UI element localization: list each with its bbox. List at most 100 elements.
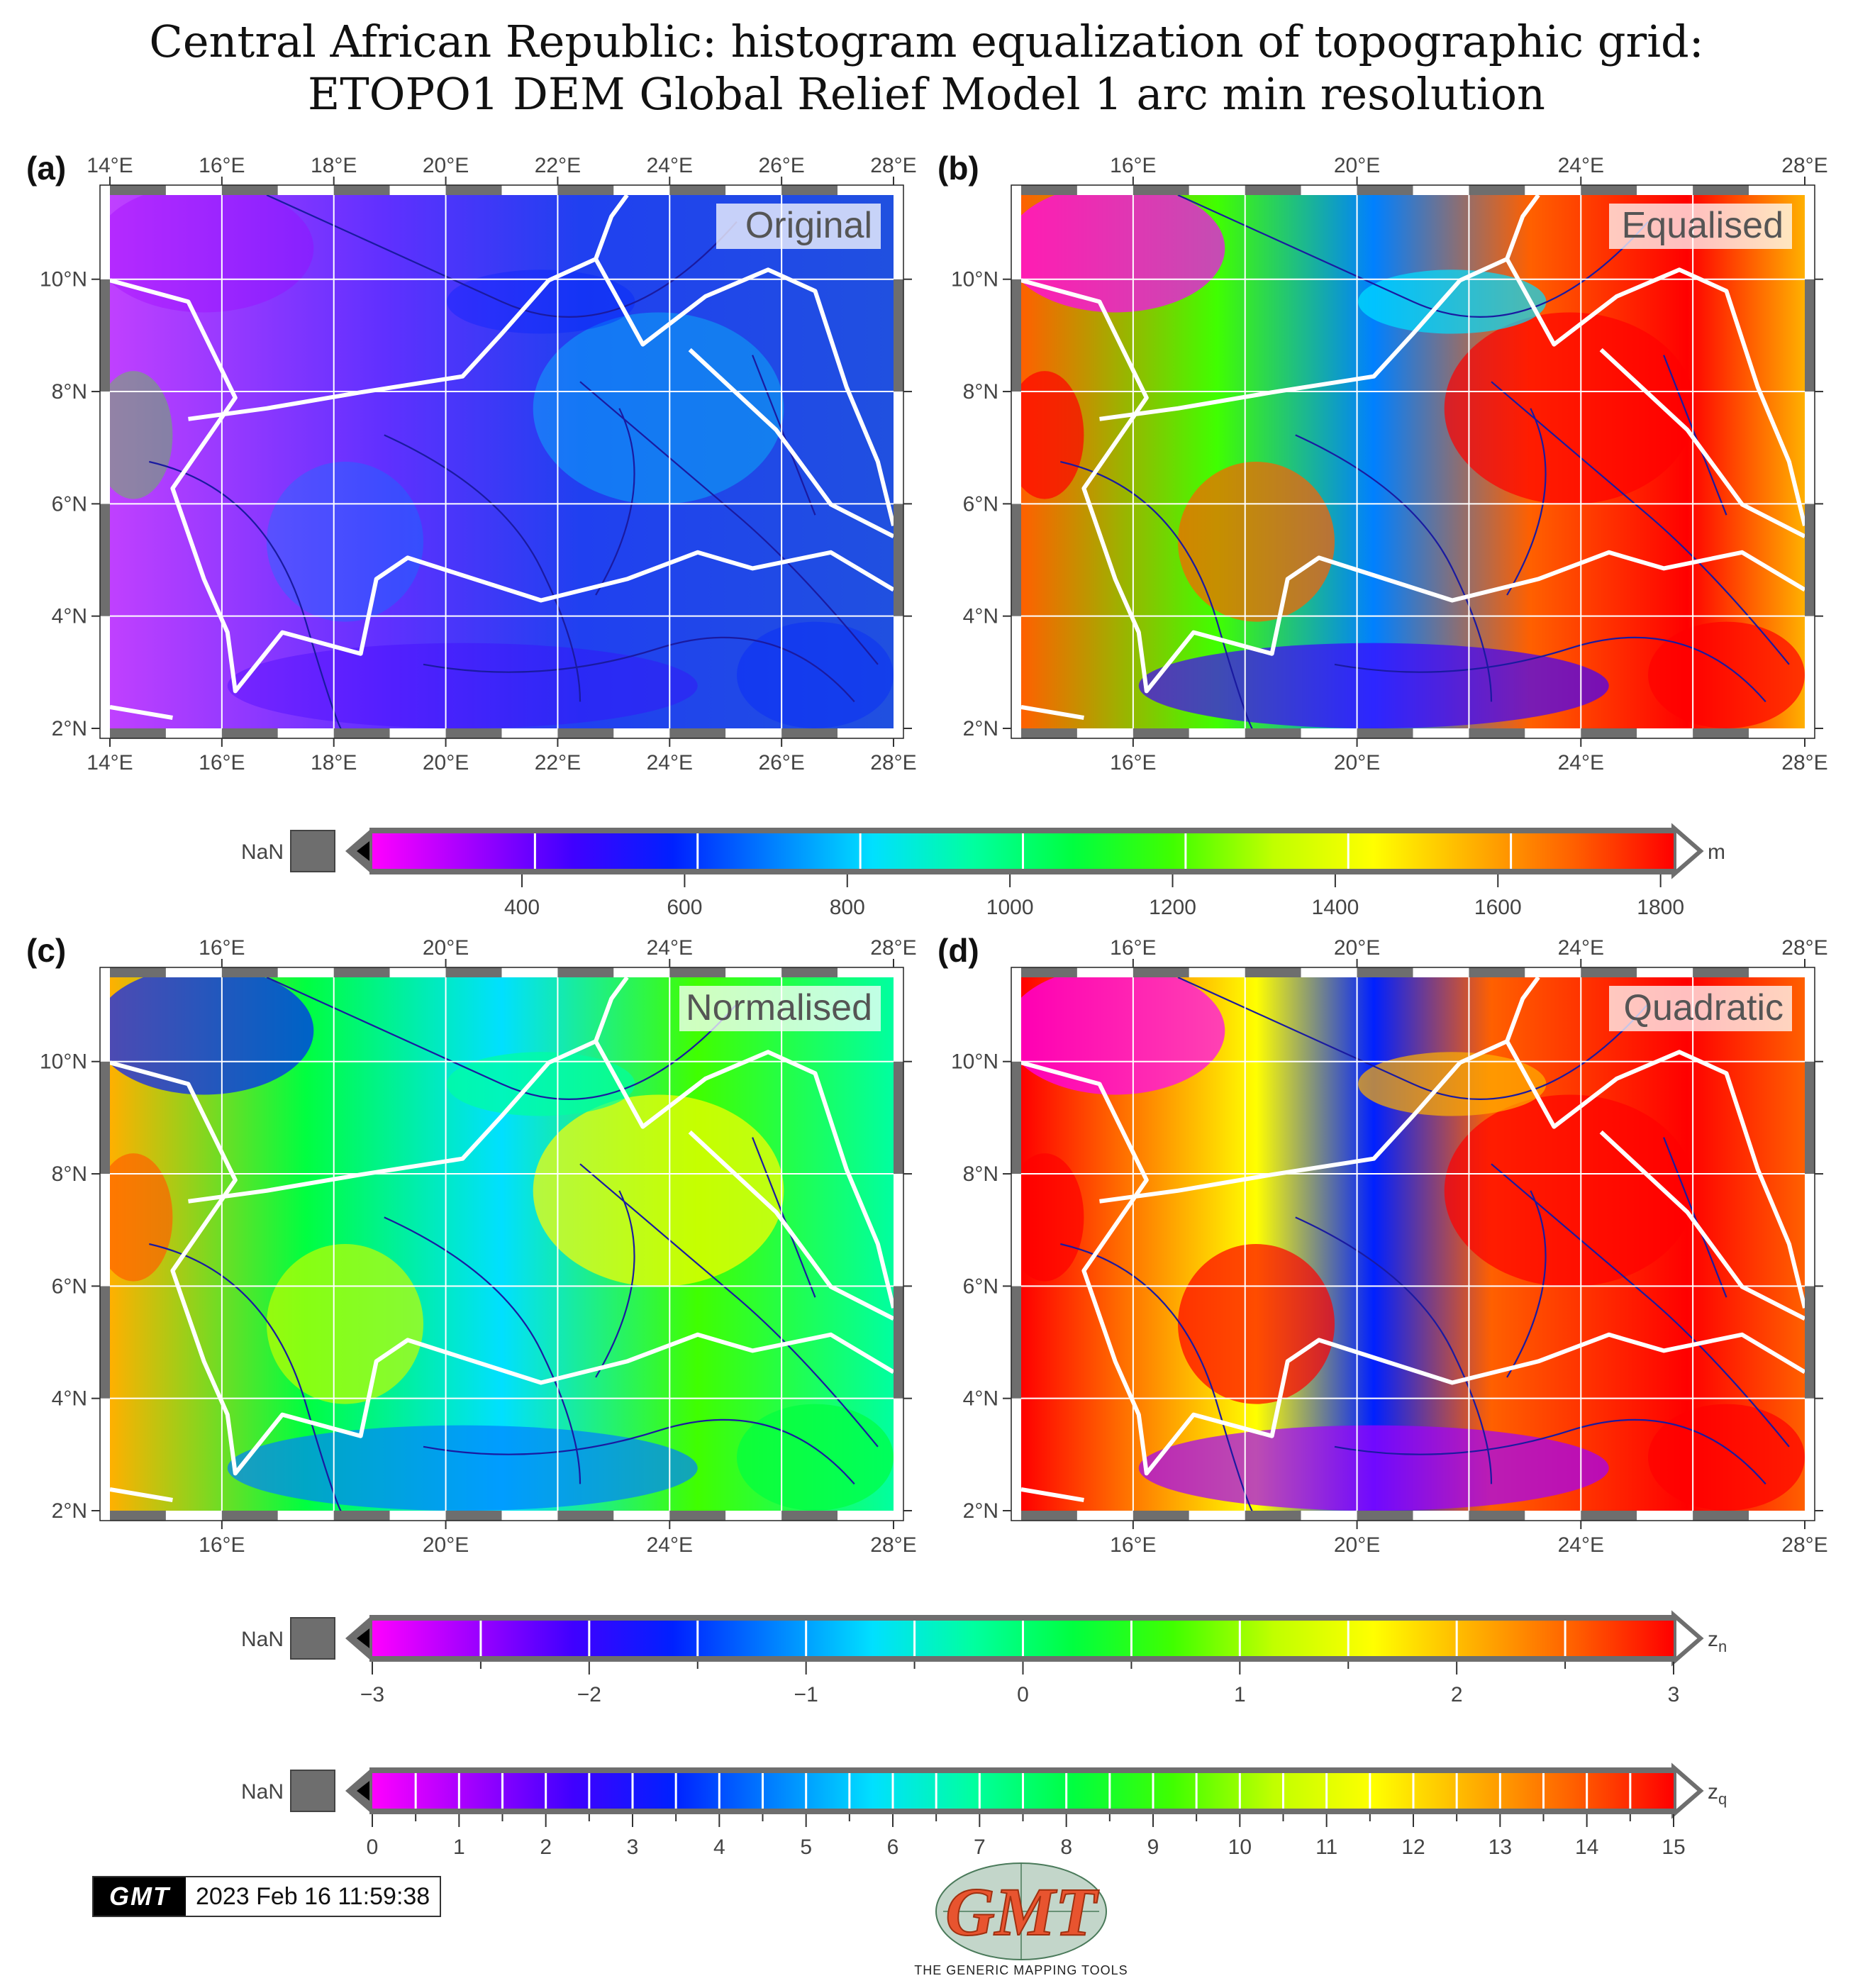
lat-tick-label: 4°N [963, 1387, 998, 1411]
map-frame-segment [894, 977, 903, 1062]
map-frame-segment [100, 1398, 110, 1511]
lat-tick-label: 6°N [52, 492, 87, 516]
panel-name-box [716, 204, 881, 249]
map-frame-segment [221, 967, 278, 977]
map-frame-segment [1357, 967, 1413, 977]
map-frame-segment [1581, 185, 1637, 195]
map-frame-segment [894, 1061, 903, 1175]
map-frame-segment [725, 728, 782, 738]
colorbar-tick-label: −1 [794, 1683, 818, 1706]
lon-tick-label-bottom: 16°E [1110, 1533, 1156, 1557]
map-frame-segment [1133, 728, 1189, 738]
river-line [149, 1243, 346, 1511]
map-frame-segment [1011, 1061, 1021, 1175]
colorbar-high-triangle [1671, 823, 1704, 879]
terrain-region [1358, 270, 1547, 334]
river-line [1663, 1137, 1727, 1298]
svg-text:GMT: GMT [945, 1874, 1099, 1950]
map-frame-segment [557, 967, 614, 977]
colorbar-tick-label: 14 [1575, 1836, 1598, 1858]
colorbar-tick-label: 3 [1668, 1683, 1680, 1706]
river-line [423, 1418, 855, 1485]
map-frame-segment [1357, 1511, 1413, 1521]
map-frame-segment [1245, 185, 1301, 195]
lon-tick-label-bottom: 20°E [1334, 751, 1380, 774]
lon-tick-label-top: 24°E [647, 154, 693, 177]
colorbar-tick-label: 1 [453, 1836, 465, 1858]
map-frame-segment [100, 504, 110, 616]
terrain-region [1358, 1052, 1547, 1116]
map-frame-segment [1581, 728, 1637, 738]
colorbar-unit-label: m [1708, 840, 1725, 864]
colorbar-tick-label: 1400 [1312, 896, 1359, 919]
map-panel-original: 14°E 14°E 16°E 16°E 18°E 18°E 20°E 20°E 22°E 22°E… [26, 150, 917, 774]
colorbar-unit-label: zn [1708, 1628, 1727, 1655]
map-frame-segment [333, 728, 390, 738]
river-line [1491, 381, 1790, 665]
map-frame-segment [1637, 185, 1693, 195]
river-line [149, 460, 346, 728]
lat-tick-label: 2°N [963, 717, 998, 740]
map-frame-segment [725, 967, 782, 977]
lon-tick-label-top: 24°E [1558, 936, 1604, 960]
terrain-region [447, 1052, 635, 1116]
terrain-region [1178, 1244, 1335, 1404]
map-frame-segment [1693, 185, 1749, 195]
map-frame-segment [1011, 392, 1021, 504]
river-line [595, 408, 635, 596]
map-frame-segment [110, 967, 166, 977]
lat-tick-label: 8°N [963, 380, 998, 404]
colorbar-nan-swatch [290, 1617, 335, 1660]
map-frame-segment [1076, 1511, 1133, 1521]
map-frame-segment [389, 967, 446, 977]
colorbar-tick-label: 10 [1228, 1836, 1252, 1858]
map-frame-segment [1805, 504, 1815, 616]
river-line [1663, 355, 1727, 516]
map-frame-segment [1749, 185, 1805, 195]
country-border [110, 977, 894, 1502]
panel-name: Equalised [1622, 205, 1784, 246]
map-frame-segment [501, 967, 558, 977]
map-frame-segment [1805, 195, 1815, 279]
colorbar-tick-label: −3 [360, 1683, 384, 1706]
map-frame-segment [110, 1511, 166, 1521]
map-frame-segment [1301, 728, 1357, 738]
map-frame-segment [110, 185, 166, 195]
terrain-region [1444, 312, 1696, 505]
map-frame-segment [445, 967, 502, 977]
map-frame-segment [1011, 977, 1021, 1062]
gmt-logo: GMT THE GENERIC MAPPING TOOLS [901, 1858, 1142, 1982]
map-frame-segment [445, 1511, 502, 1521]
lat-tick-label: 2°N [52, 1499, 87, 1523]
map-frame-segment [1693, 1511, 1749, 1521]
colorbar-tick-label: 1000 [986, 896, 1034, 919]
terrain-region [447, 270, 635, 334]
map-frame-segment [557, 185, 614, 195]
lon-tick-label-top: 20°E [423, 154, 469, 177]
map-panel-normalised: 16°E 16°E 20°E 20°E 24°E 24°E 28°E 28°E 10°N 8°N 6… [26, 932, 917, 1557]
colorbar-nan-label: NaN [241, 1628, 284, 1651]
map-frame-segment [501, 728, 558, 738]
map-frame-segment [725, 1511, 782, 1521]
map-frame-segment [1189, 967, 1245, 977]
lon-tick-label-bottom: 28°E [870, 1533, 916, 1557]
colorbar-tick-label: 1 [1234, 1683, 1246, 1706]
map-frame-segment [838, 1511, 894, 1521]
map-frame-segment [894, 616, 903, 728]
colorbar-tick-label: 1800 [1637, 896, 1684, 919]
map-frame-segment [1805, 279, 1815, 392]
colorbar-nan-label: NaN [241, 1780, 284, 1804]
terrain-region [1178, 462, 1335, 622]
map-frame-segment [1076, 728, 1133, 738]
river-line [1506, 1190, 1547, 1378]
map-frame-segment [1805, 392, 1815, 504]
river-line [1506, 408, 1547, 596]
colorbar-tick-label: 8 [1060, 1836, 1072, 1858]
map-frame-segment [1021, 728, 1077, 738]
lon-tick-label-bottom: 24°E [1558, 751, 1604, 774]
terrain-region [533, 312, 784, 505]
map-frame-segment [1581, 967, 1637, 977]
lon-tick-label-top: 26°E [758, 154, 804, 177]
lat-tick-label: 8°N [52, 1162, 87, 1186]
